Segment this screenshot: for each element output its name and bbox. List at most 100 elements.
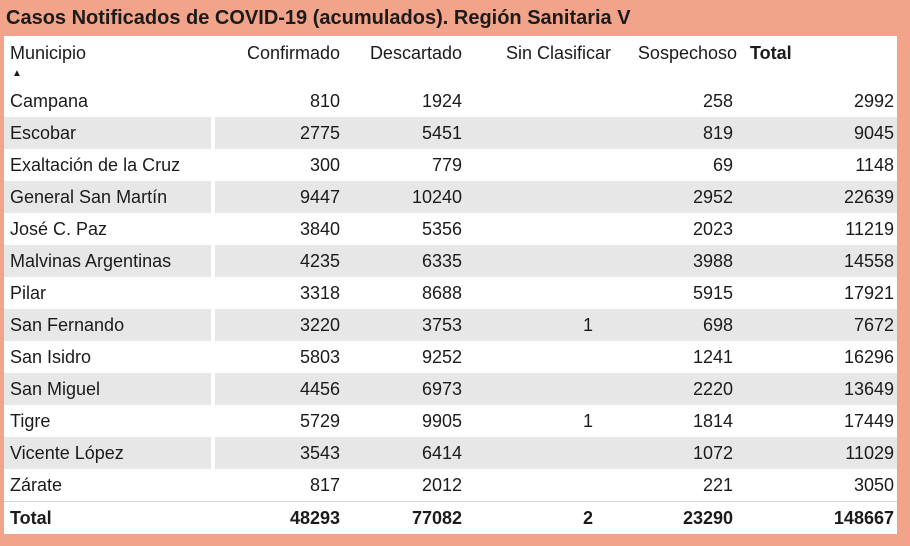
cell-sospechoso: 819 <box>593 117 733 149</box>
cell-total: 9045 <box>733 117 897 149</box>
cell-descartado: 6335 <box>340 245 462 277</box>
cell-sin-clasificar <box>462 213 593 245</box>
column-divider <box>211 149 215 181</box>
cell-total: 16296 <box>843 346 894 367</box>
cell-sin-clasificar <box>462 373 593 405</box>
column-header-confirmado[interactable]: Confirmado <box>246 43 340 63</box>
cell-sospechoso: 221 <box>702 474 733 495</box>
cell-total: 13649 <box>733 373 897 405</box>
column-divider <box>211 341 215 373</box>
column-divider <box>211 373 215 405</box>
column-divider <box>211 405 215 437</box>
cell-descartado: 5451 <box>340 117 462 149</box>
cell-confirmado: 4235 <box>215 245 340 277</box>
cell-municipio: San Miguel <box>4 373 211 405</box>
table-row[interactable]: Exaltación de la Cruz 300 779 69 1148 <box>4 149 897 181</box>
cell-sin-clasificar: 1 <box>462 309 593 341</box>
cell-confirmado: 48293 <box>289 507 340 528</box>
column-divider <box>211 85 215 117</box>
sort-ascending-icon[interactable]: ▲ <box>12 68 22 79</box>
column-header-municipio[interactable]: Municipio <box>10 43 87 63</box>
cell-sospechoso: 2952 <box>593 181 733 213</box>
cell-sin-clasificar <box>462 277 593 309</box>
table-row[interactable]: Zárate 817 2012 221 3050 <box>4 469 897 501</box>
cell-sospechoso: 23290 <box>682 507 733 528</box>
cell-confirmado: 3840 <box>299 218 340 239</box>
column-divider <box>211 181 215 213</box>
cell-confirmado: 3543 <box>215 437 340 469</box>
column-divider <box>211 309 215 341</box>
cell-total: 7672 <box>733 309 897 341</box>
cell-sospechoso: 1814 <box>692 410 733 431</box>
table-row[interactable]: San Miguel 4456 6973 2220 13649 <box>4 373 897 405</box>
cell-municipio: San Isidro <box>10 346 92 367</box>
table-body: Campana 810 1924 258 2992 Escobar 2775 5451 819 9… <box>4 85 897 534</box>
column-header-descartado[interactable]: Descartado <box>369 43 462 63</box>
cell-confirmado: 3318 <box>299 282 340 303</box>
cell-descartado: 6414 <box>340 437 462 469</box>
cell-confirmado: 3220 <box>215 309 340 341</box>
cell-sin-clasificar <box>462 85 593 117</box>
cell-municipio: Zárate <box>10 474 63 495</box>
column-header-sospechoso[interactable]: Sospechoso <box>637 43 737 63</box>
column-divider <box>211 437 215 469</box>
table-row[interactable]: Vicente López 3543 6414 1072 11029 <box>4 437 897 469</box>
cell-municipio: Pilar <box>10 282 47 303</box>
cell-municipio: Tigre <box>10 410 51 431</box>
table-row[interactable]: Pilar 3318 8688 5915 17921 <box>4 277 897 309</box>
table-row[interactable]: Campana 810 1924 258 2992 <box>4 85 897 117</box>
cell-municipio: Malvinas Argentinas <box>4 245 211 277</box>
cell-descartado: 77082 <box>411 507 462 528</box>
cell-sospechoso: 2023 <box>692 218 733 239</box>
cell-total: 17449 <box>843 410 894 431</box>
cell-total: 2992 <box>853 90 894 111</box>
cell-confirmado: 300 <box>309 154 340 175</box>
column-divider <box>211 502 215 534</box>
cell-sin-clasificar <box>462 469 593 501</box>
table-row[interactable]: Escobar 2775 5451 819 9045 <box>4 117 897 149</box>
cell-municipio: Vicente López <box>4 437 211 469</box>
cell-sin-clasificar <box>462 149 593 181</box>
cell-sin-clasificar: 1 <box>582 410 593 431</box>
column-divider <box>211 245 215 277</box>
table-row[interactable]: Tigre 5729 9905 1 1814 17449 <box>4 405 897 437</box>
cell-descartado: 1924 <box>421 90 462 111</box>
cell-confirmado: 817 <box>309 474 340 495</box>
cell-sin-clasificar <box>462 437 593 469</box>
cell-municipio: Campana <box>10 90 89 111</box>
cell-total: 11029 <box>733 437 897 469</box>
table-header-row: Municipio Confirmado Descartado Sin Clas… <box>4 36 897 85</box>
table-row[interactable]: General San Martín 9447 10240 2952 22639 <box>4 181 897 213</box>
table-row[interactable]: San Isidro 5803 9252 1241 16296 <box>4 341 897 373</box>
column-header-sin-clasificar[interactable]: Sin Clasificar <box>505 43 611 63</box>
cell-municipio: Escobar <box>4 117 211 149</box>
cell-total: 17921 <box>843 282 894 303</box>
cell-total: 3050 <box>853 474 894 495</box>
table-row[interactable]: Malvinas Argentinas 4235 6335 3988 14558 <box>4 245 897 277</box>
table-row[interactable]: José C. Paz 3840 5356 2023 11219 <box>4 213 897 245</box>
visual-title: Casos Notificados de COVID-19 (acumulado… <box>6 7 631 29</box>
cell-confirmado: 810 <box>309 90 340 111</box>
cell-sospechoso: 2220 <box>593 373 733 405</box>
cell-confirmado: 9447 <box>215 181 340 213</box>
column-header-total[interactable]: Total <box>750 43 792 63</box>
cell-municipio: General San Martín <box>4 181 211 213</box>
cell-confirmado: 2775 <box>215 117 340 149</box>
cell-municipio: Exaltación de la Cruz <box>10 154 181 175</box>
cell-descartado: 8688 <box>421 282 462 303</box>
cell-sospechoso: 258 <box>702 90 733 111</box>
cell-confirmado: 4456 <box>215 373 340 405</box>
cell-descartado: 3753 <box>340 309 462 341</box>
cell-municipio: José C. Paz <box>10 218 108 239</box>
cell-descartado: 6973 <box>340 373 462 405</box>
table-total-row[interactable]: Total 48293 77082 2 23290 148667 <box>4 501 897 534</box>
cell-sin-clasificar <box>462 245 593 277</box>
cell-descartado: 9252 <box>421 346 462 367</box>
cell-sin-clasificar: 2 <box>582 507 593 528</box>
cell-sospechoso: 69 <box>712 154 733 175</box>
cell-descartado: 5356 <box>421 218 462 239</box>
cell-sospechoso: 1072 <box>593 437 733 469</box>
cell-descartado: 9905 <box>421 410 462 431</box>
table-row[interactable]: San Fernando 3220 3753 1 698 7672 <box>4 309 897 341</box>
